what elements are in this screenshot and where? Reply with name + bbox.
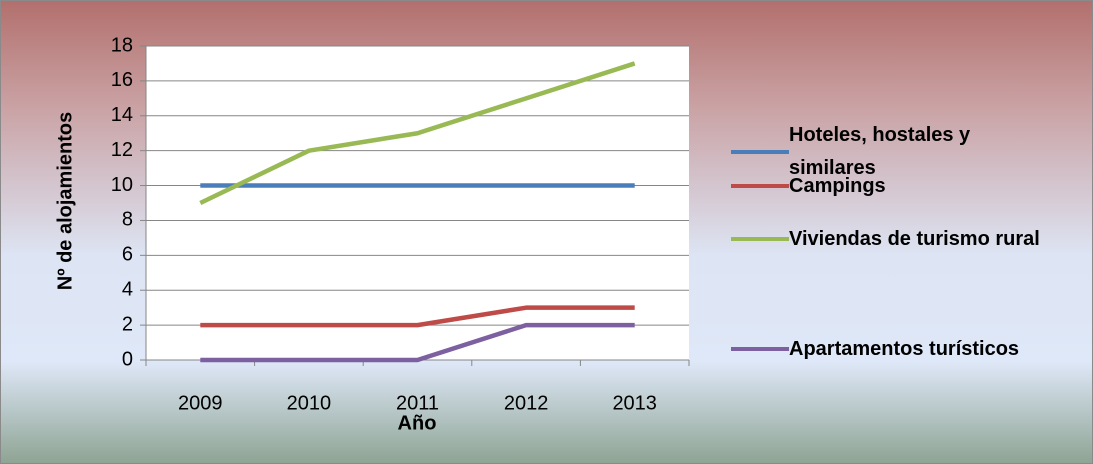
- x-axis-title: Año: [398, 412, 437, 434]
- y-tick-label: 6: [122, 244, 133, 266]
- y-tick-label: 2: [122, 313, 133, 335]
- y-tick-label: 14: [111, 104, 133, 126]
- legend-item: Campings: [731, 170, 1051, 203]
- x-tick-label: 2010: [287, 392, 332, 414]
- x-tick-label: 2012: [504, 392, 549, 414]
- legend-label: Hoteles, hostales y similares: [789, 124, 971, 179]
- x-tick-label: 2009: [178, 392, 223, 414]
- x-tick-label: 2011: [396, 392, 439, 414]
- y-tick-label: 18: [111, 34, 133, 56]
- series-line: [200, 305, 635, 328]
- series-line: [200, 322, 635, 363]
- legend-item: Hoteles, hostales y similares: [731, 119, 1051, 185]
- y-tick-label: 0: [122, 348, 133, 370]
- legend-key: [731, 237, 789, 241]
- legend-key: [731, 150, 789, 154]
- x-tick-label: 2013: [612, 392, 657, 414]
- legend-label: Apartamentos turísticos: [789, 337, 1020, 360]
- y-tick-label: 4: [122, 279, 133, 301]
- legend-item: Viviendas de turismo rural: [731, 223, 1051, 256]
- legend-label: Campings: [789, 174, 886, 197]
- y-tick-label: 10: [111, 174, 133, 196]
- legend-label: Viviendas de turismo rural: [789, 227, 1040, 250]
- y-tick-label: 8: [122, 209, 133, 231]
- y-tick-label: 12: [111, 139, 133, 161]
- y-tick-label: 16: [111, 69, 133, 91]
- legend-item: Apartamentos turísticos: [731, 333, 1051, 366]
- y-axis-title: Nº de alojamientos: [54, 112, 76, 290]
- legend-key: [731, 347, 789, 351]
- series-line: [199, 61, 636, 206]
- plot-area: [146, 46, 689, 360]
- legend-key: [731, 184, 789, 188]
